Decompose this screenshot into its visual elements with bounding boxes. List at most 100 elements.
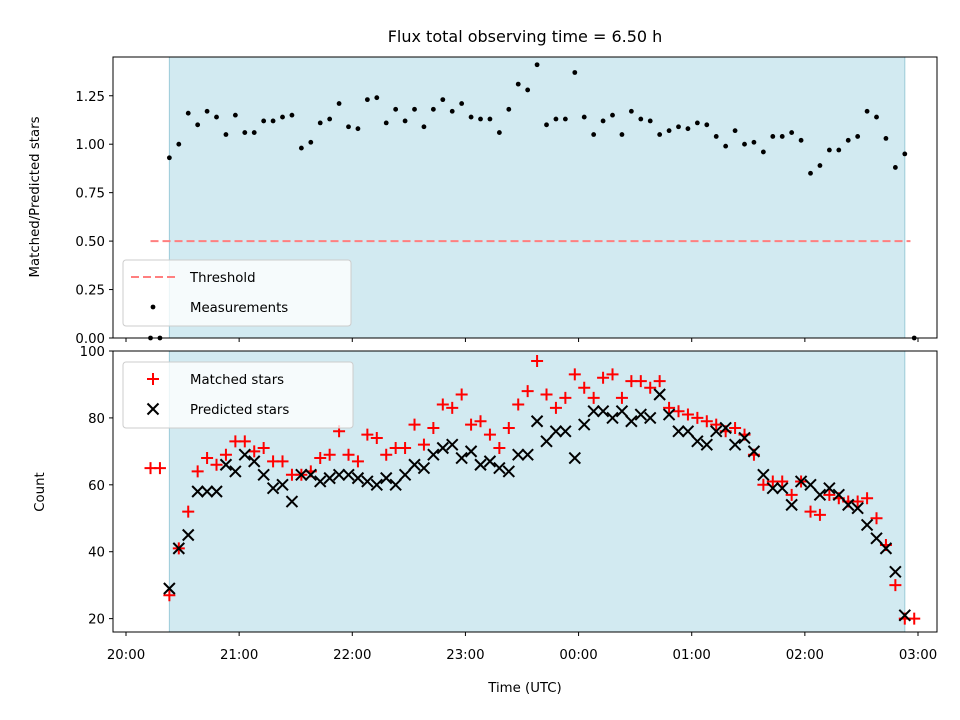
measurement-point <box>694 120 700 126</box>
predicted-star-point <box>606 411 619 425</box>
measurement-point <box>430 106 436 112</box>
matched-star-point <box>342 448 355 461</box>
measurement-point <box>289 112 295 118</box>
matched-star-point <box>323 448 336 461</box>
count-y-tick-label: 40 <box>88 546 105 561</box>
measurement-point <box>817 163 823 168</box>
measurement-point <box>760 149 766 155</box>
matched-star-point <box>370 431 383 444</box>
matched-star-point <box>785 488 798 501</box>
measurement-point <box>855 134 861 139</box>
measurement-point <box>591 132 597 137</box>
measurement-point <box>892 165 898 170</box>
ratio-y-tick-label: 0.00 <box>75 332 105 347</box>
predicted-star-point <box>776 481 789 495</box>
matched-star-point <box>597 371 610 384</box>
matched-star-point <box>540 388 553 401</box>
matched-star-point <box>634 375 647 388</box>
measurement-point <box>374 95 380 101</box>
measurement-point <box>402 118 408 124</box>
predicted-star-point <box>691 435 704 448</box>
ratio-measurements <box>148 62 917 341</box>
predicted-star-point <box>512 448 525 461</box>
predicted-star-point <box>851 502 864 515</box>
predicted-star-point <box>540 435 553 448</box>
ratio-x-ticks <box>125 338 919 342</box>
matched-star-point <box>502 421 515 434</box>
matched-star-point <box>908 612 921 625</box>
matched-star-point <box>691 411 704 424</box>
measurement-point <box>610 112 615 118</box>
predicted-star-point <box>625 415 638 428</box>
predicted-star-point <box>898 609 912 622</box>
predicted-star-point <box>719 421 732 435</box>
matched-star-point <box>823 488 836 501</box>
ratio-axes-frame <box>112 56 938 339</box>
measurement-point <box>798 137 804 143</box>
predicted-star-point <box>163 582 176 595</box>
matched-star-point <box>615 391 628 404</box>
measurement-point <box>251 130 257 135</box>
measurement-point <box>676 124 681 130</box>
matched-star-point <box>757 478 770 491</box>
count-axes-frame <box>112 350 938 633</box>
predicted-star-point <box>172 542 186 555</box>
measurement-point <box>534 62 540 68</box>
predicted-star-point <box>559 425 572 438</box>
measurement-point <box>789 130 795 135</box>
matched-stars-series <box>144 355 921 625</box>
measurement-point <box>336 101 342 106</box>
matched-star-point <box>653 375 666 388</box>
ratio-y-tick-label: 1.00 <box>75 138 105 153</box>
matched-star-point <box>804 505 817 518</box>
matched-star-point <box>361 428 374 441</box>
predicted-star-point <box>314 475 327 488</box>
measurement-point <box>666 128 672 134</box>
measurement-point <box>242 130 248 135</box>
matched-star-point <box>408 418 421 431</box>
predicted-star-point <box>738 431 751 445</box>
measurement-point <box>562 116 568 122</box>
matched-star-point <box>493 442 506 455</box>
measurement-point <box>459 101 465 106</box>
predicted-star-point <box>568 451 582 465</box>
predicted-star-point <box>823 481 836 495</box>
legend-measurements-label: Measurements <box>190 301 288 316</box>
matched-star-point <box>606 368 619 381</box>
measurement-point <box>449 108 455 114</box>
matched-star-point <box>257 442 270 455</box>
matched-star-point <box>238 435 251 448</box>
matched-star-point <box>380 448 393 461</box>
predicted-star-point <box>332 468 346 481</box>
measurement-point <box>166 155 172 161</box>
measurement-point <box>478 116 483 122</box>
predicted-star-point <box>578 418 591 431</box>
predicted-star-point <box>455 451 468 465</box>
count-y-tick-label: 80 <box>88 412 105 427</box>
matched-star-point <box>512 398 525 411</box>
legend-predicted-label: Predicted stars <box>190 403 289 418</box>
measurement-point <box>298 145 304 151</box>
measurement-point <box>421 124 427 130</box>
measurement-point <box>525 87 531 93</box>
measurement-point <box>808 170 813 176</box>
measurement-point <box>393 106 399 112</box>
matched-star-point <box>531 355 544 368</box>
measurement-point <box>496 130 502 135</box>
predicted-star-point <box>229 465 242 478</box>
matched-star-point <box>483 428 496 441</box>
predicted-star-point <box>549 425 563 438</box>
matched-star-point <box>681 408 694 421</box>
predicted-star-point <box>521 448 534 461</box>
predicted-star-point <box>634 408 648 421</box>
predicted-star-point <box>257 468 270 481</box>
count-x-tick-label: 22:00 <box>333 648 371 663</box>
predicted-star-point <box>710 425 723 438</box>
predicted-star-point <box>832 488 846 502</box>
measurement-point <box>581 114 587 120</box>
measurement-point <box>902 151 908 157</box>
predicted-star-point <box>182 528 195 542</box>
predicted-star-point <box>266 481 280 495</box>
predicted-star-point <box>464 445 478 458</box>
